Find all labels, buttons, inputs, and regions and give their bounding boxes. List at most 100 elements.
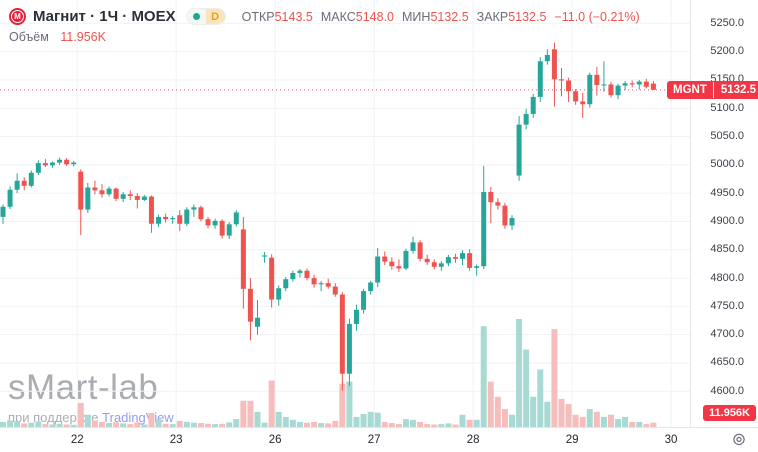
price-axis-label: 5050.0 <box>710 130 744 143</box>
volume-bar <box>593 411 600 427</box>
watermark-brand: sMart-lab <box>8 368 159 407</box>
volume-bar <box>303 422 310 427</box>
candle-body <box>353 309 359 324</box>
volume-bar <box>339 383 346 427</box>
volume-bar <box>35 421 42 427</box>
volume-bar <box>417 421 424 427</box>
candle-body <box>127 194 133 196</box>
volume-bar <box>650 422 657 427</box>
volume-bar <box>360 414 367 427</box>
last-price-value: 5132.5 <box>720 83 757 96</box>
candle-body <box>601 84 607 86</box>
volume-bar <box>49 424 56 427</box>
volume-bar <box>226 422 233 427</box>
candle-body <box>113 188 119 199</box>
candle-body <box>304 270 310 279</box>
candle-body <box>269 257 275 300</box>
candle-body <box>460 253 466 259</box>
badge-divider <box>712 81 714 98</box>
price-axis-label: 4900.0 <box>710 214 744 227</box>
candle-body <box>530 96 536 114</box>
volume-bar <box>42 424 49 427</box>
candle-body <box>573 91 579 102</box>
volume-label: Объём <box>9 30 49 44</box>
candle-body <box>134 195 140 200</box>
gear-icon[interactable] <box>730 432 748 448</box>
time-axis-label: 26 <box>268 434 282 446</box>
day-interval-badge[interactable]: D <box>205 9 225 24</box>
candle-body <box>198 207 204 220</box>
volume-bar <box>268 380 275 427</box>
volume-bar <box>501 409 508 427</box>
ticker-symbol: MGNT <box>673 83 707 96</box>
close-label: ЗАКР <box>476 9 509 24</box>
candle-body <box>35 163 41 173</box>
volume-bar <box>98 421 105 427</box>
volume-bar <box>127 424 134 427</box>
candle-body <box>594 74 600 86</box>
candle-body <box>99 190 105 195</box>
volume-bar <box>247 400 254 427</box>
volume-bar <box>56 423 63 427</box>
candle-body <box>452 257 458 259</box>
candle-body <box>325 283 331 287</box>
volume-bar <box>452 424 459 427</box>
price-axis-label: 4850.0 <box>710 243 744 256</box>
volume-bar <box>424 424 431 427</box>
volume-bar <box>311 421 318 427</box>
volume-bar <box>261 422 268 427</box>
price-axis-label: 4800.0 <box>710 271 744 284</box>
candle-body <box>537 61 543 97</box>
candle-body <box>467 253 473 268</box>
candle-body <box>318 283 324 285</box>
time-axis-label: 22 <box>70 434 84 446</box>
legend: М Магнит · 1Ч · MOEX D ОТКР5143.5 МАКС51… <box>9 7 640 44</box>
volume-bar <box>91 420 98 427</box>
price-axis-label: 4700.0 <box>710 328 744 341</box>
close-value: 5132.5 <box>508 9 547 24</box>
candle-body <box>219 220 225 236</box>
candle-body <box>156 216 162 224</box>
volume-bar <box>516 319 523 427</box>
candle-body <box>120 194 126 199</box>
volume-bar <box>21 423 28 427</box>
volume-bar <box>572 414 579 427</box>
time-axis[interactable]: 22 23 26 27 28 29 30 <box>0 427 758 452</box>
time-axis-label: 27 <box>367 434 381 446</box>
symbol-title[interactable]: Магнит · 1Ч · MOEX <box>33 8 176 25</box>
candle-body <box>650 83 656 90</box>
volume-bar <box>480 326 487 427</box>
candle-body <box>636 81 642 85</box>
candle-body <box>431 262 437 267</box>
volume-bar <box>325 423 332 427</box>
volume-bar <box>289 419 296 427</box>
candle-body <box>7 189 13 207</box>
low-label: МИН <box>402 9 431 24</box>
volume-bar <box>176 420 183 427</box>
candle-body <box>643 81 649 87</box>
volume-bar <box>212 424 219 427</box>
candle-body <box>389 261 395 267</box>
candle-body <box>587 74 593 105</box>
volume-bar <box>600 416 607 427</box>
interval-pill[interactable]: D <box>185 8 226 25</box>
candle-body <box>85 187 91 210</box>
candle-body <box>290 272 296 280</box>
candle-body <box>21 180 27 186</box>
candle-body <box>622 83 628 86</box>
volume-bar <box>551 329 558 427</box>
volume-bar <box>410 419 417 427</box>
candle-body <box>629 83 635 85</box>
volume-bar <box>63 424 70 427</box>
volume-bar <box>106 423 113 427</box>
price-axis[interactable]: 4600.0 4650.0 4700.0 4750.0 4800.0 4850.0 4900… <box>690 0 758 427</box>
candle-body <box>49 162 55 166</box>
candle-body <box>551 49 557 80</box>
volume-bar <box>402 419 409 427</box>
candle-body <box>566 80 572 92</box>
candle-body <box>488 192 494 203</box>
volume-bar <box>190 422 197 427</box>
volume-bar <box>7 420 14 427</box>
candle-body <box>544 55 550 62</box>
